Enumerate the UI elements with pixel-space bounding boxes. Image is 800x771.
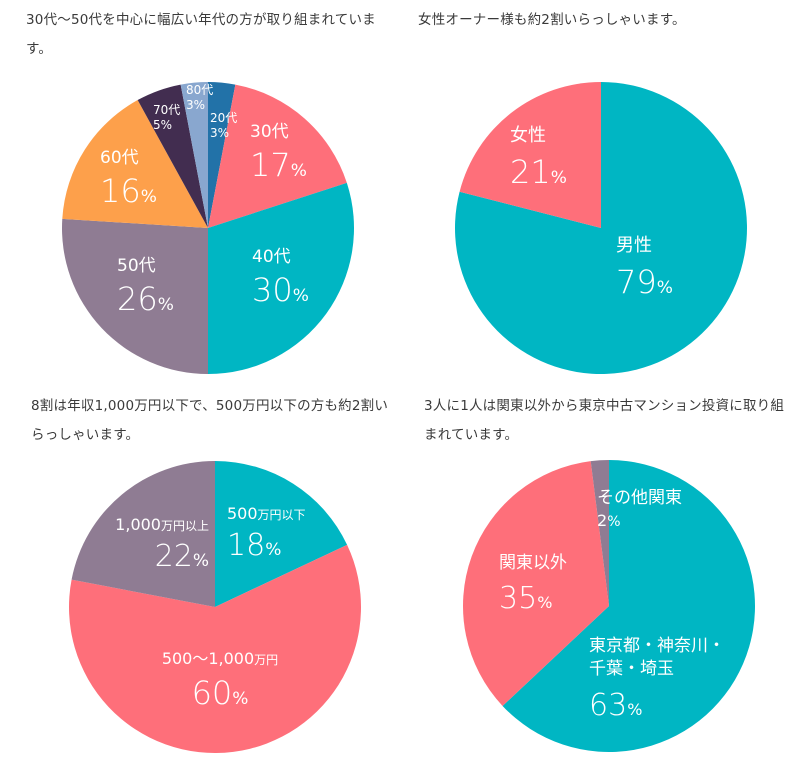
pie-slice — [208, 182, 354, 374]
age-label-50s: 50代 26% — [117, 256, 174, 318]
age-label-80s: 80代 3% — [186, 83, 214, 112]
income-label-over-1000: 1,000万円以上 22% — [115, 515, 209, 574]
pie-slice — [215, 461, 348, 607]
income-chart-caption: 8割は年収1,000万円以下で、500万円以下の方も約2割いらっしゃいます。 — [31, 398, 389, 443]
age-label-60s: 60代 16% — [100, 148, 157, 210]
age-pie-chart — [62, 82, 354, 374]
pie-slice — [462, 461, 609, 706]
age-label-20s: 20代 3% — [210, 111, 238, 140]
age-label-40s: 40代 30% — [252, 247, 309, 309]
age-label-70s: 70代 5% — [153, 103, 181, 132]
gender-pie-chart — [455, 82, 747, 374]
pie-slice — [180, 82, 208, 228]
gender-label-male: 男性 79% — [616, 235, 673, 301]
pie-slice — [208, 84, 347, 228]
pie-slice — [590, 460, 609, 606]
region-label-tokyo-metro: 東京都・神奈川・ 千葉・埼玉 63% — [589, 636, 725, 723]
age-chart-caption: 30代〜50代を中心に幅広い年代の方が取り組まれています。 — [26, 12, 376, 57]
age-label-30s: 30代 17% — [250, 122, 307, 184]
pie-slice — [62, 100, 208, 228]
pie-slice — [71, 461, 215, 607]
pie-slice — [62, 218, 209, 374]
region-pie-chart — [462, 459, 756, 752]
income-label-500-1000: 500〜1,000万円 60% — [161, 649, 279, 712]
gender-chart-caption: 女性オーナー様も約2割いらっしゃいます。 — [418, 12, 686, 28]
region-label-other-kanto: その他関東 2% — [597, 488, 682, 530]
pie-slice — [502, 459, 756, 752]
region-label-outside-kanto: 関東以外 35% — [499, 553, 567, 616]
income-pie-chart — [68, 461, 362, 753]
pie-slice — [459, 82, 601, 228]
pie-slice — [68, 544, 362, 753]
gender-label-female: 女性 21% — [510, 125, 567, 191]
region-chart-caption: 3人に1人は関東以外から東京中古マンション投資に取り組まれています。 — [424, 398, 785, 443]
pie-slice — [137, 84, 208, 228]
income-label-under-500: 500万円以下 18% — [227, 504, 306, 563]
pie-slice — [208, 82, 236, 228]
